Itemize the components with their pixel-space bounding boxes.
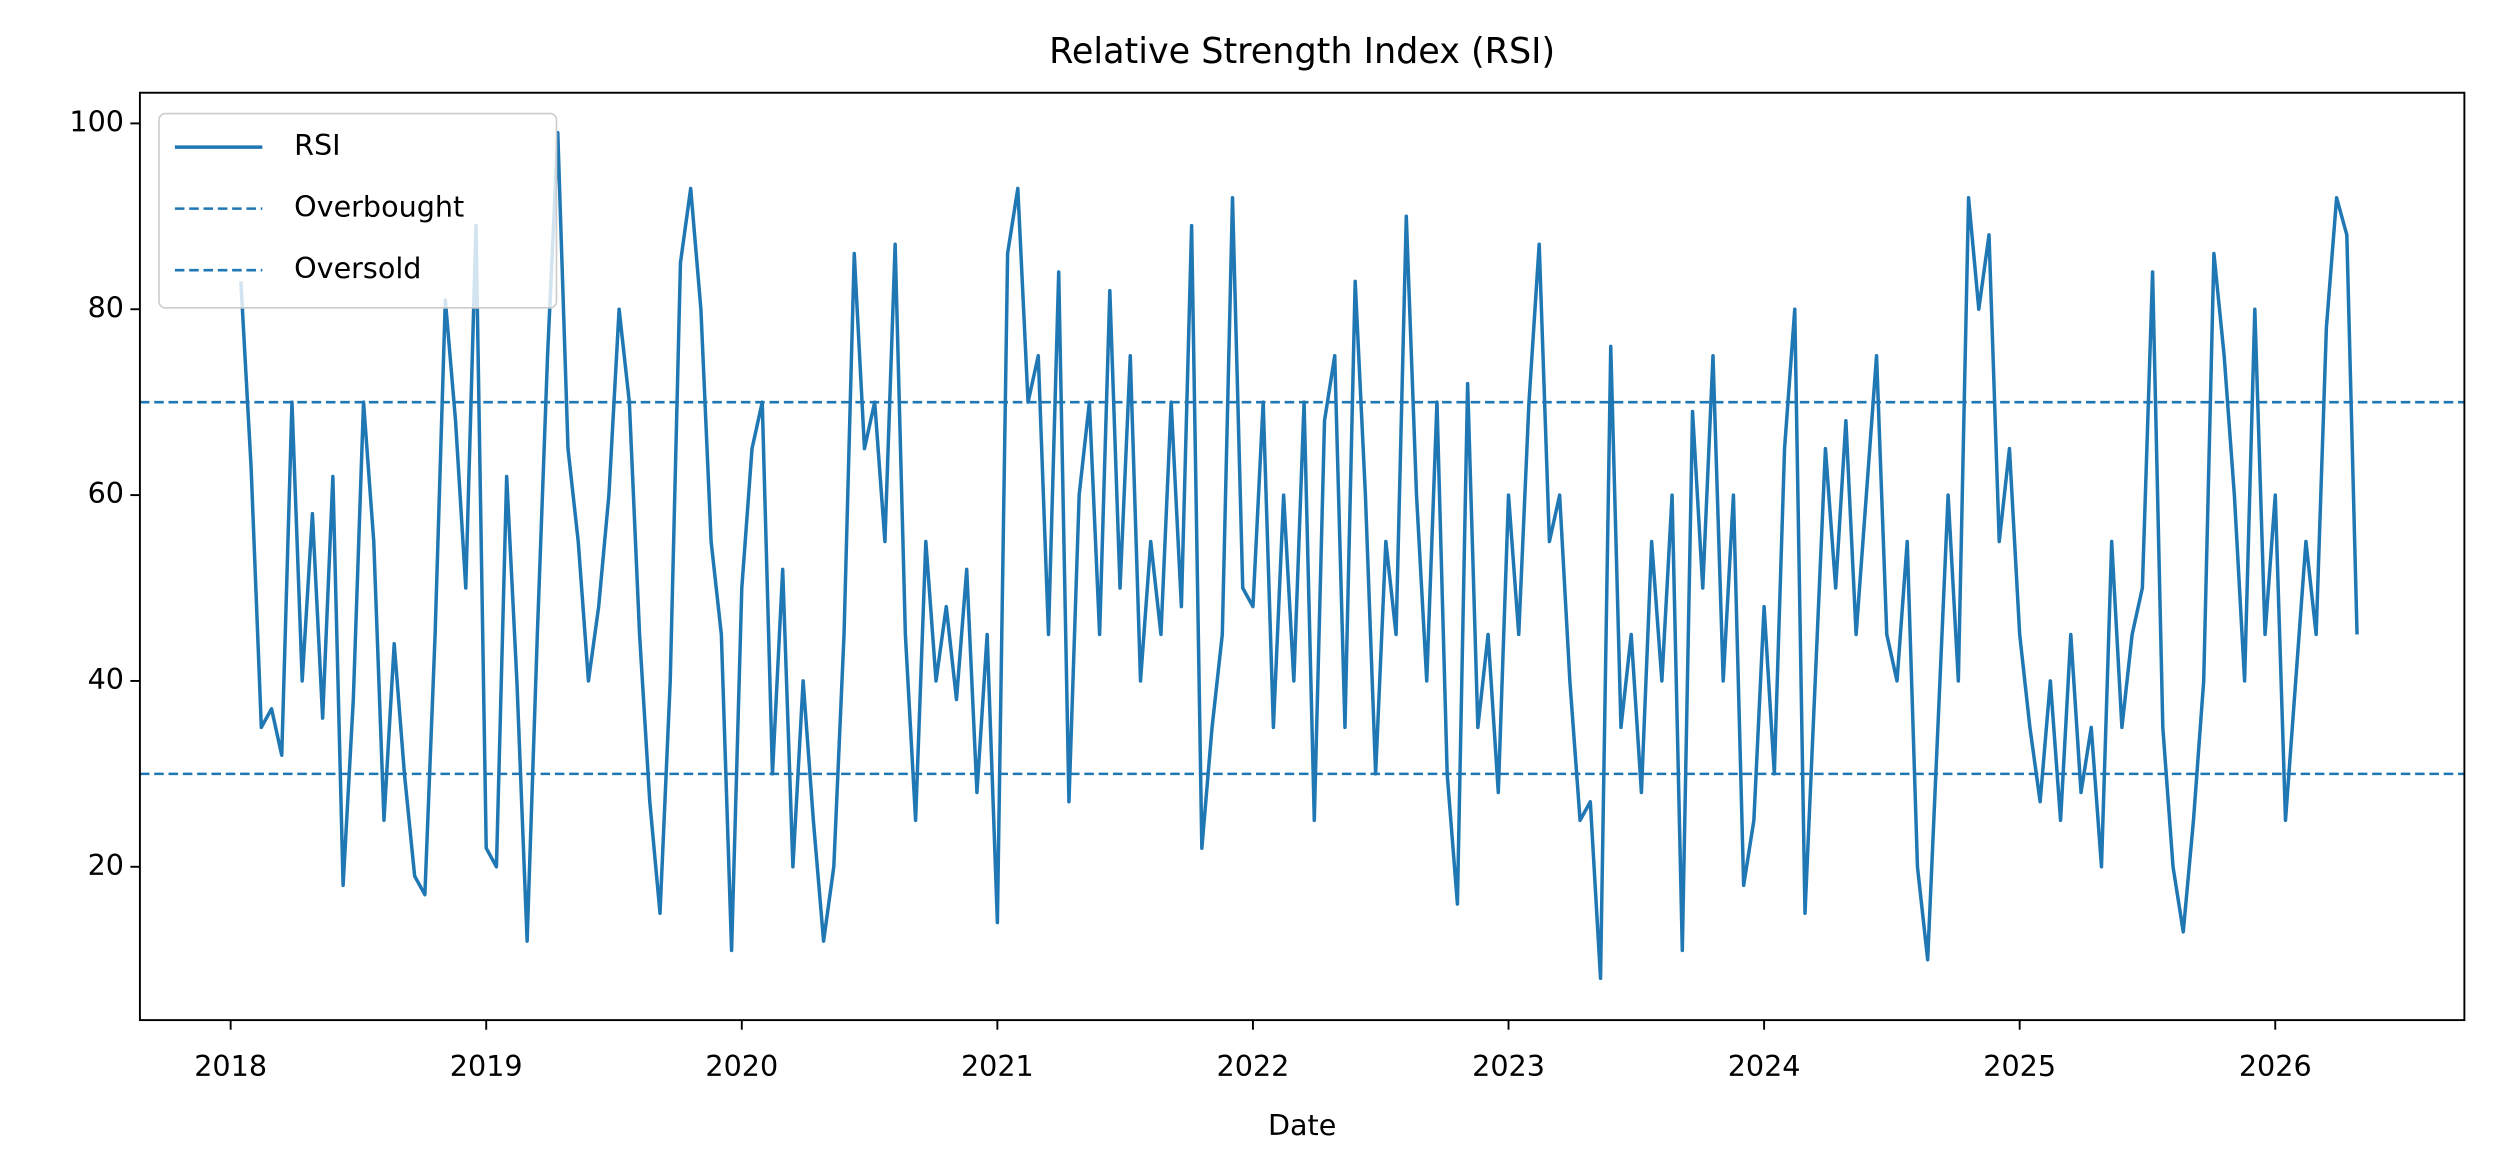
y-tick-label: 80 (88, 290, 124, 324)
legend: RSI Overbought Oversold (158, 112, 558, 309)
legend-label: Oversold (294, 251, 421, 285)
axes-frame (138, 91, 2466, 1022)
legend-box (158, 112, 558, 309)
x-tick-label: 2020 (705, 1049, 778, 1083)
legend-label: Overbought (294, 190, 464, 224)
x-tick-label: 2021 (961, 1049, 1034, 1083)
x-tick-label: 2025 (1983, 1049, 2056, 1083)
x-tick-label: 2024 (1728, 1049, 1801, 1083)
y-tick-label: 100 (69, 104, 124, 138)
x-axis-label: Date (1268, 1108, 1336, 1142)
x-tick-label: 2026 (2239, 1049, 2312, 1083)
x-tick-label: 2023 (1472, 1049, 1545, 1083)
x-tick-label: 2022 (1217, 1049, 1290, 1083)
legend-label: RSI (294, 128, 340, 162)
y-tick-label: 40 (88, 662, 124, 696)
y-tick-label: 20 (88, 848, 124, 882)
rsi-line (239, 130, 2359, 981)
x-tick-label: 2019 (450, 1049, 523, 1083)
y-tick-label: 60 (88, 476, 124, 510)
x-tick-label: 2018 (194, 1049, 267, 1083)
chart-title: Relative Strength Index (RSI) (1049, 31, 1555, 72)
